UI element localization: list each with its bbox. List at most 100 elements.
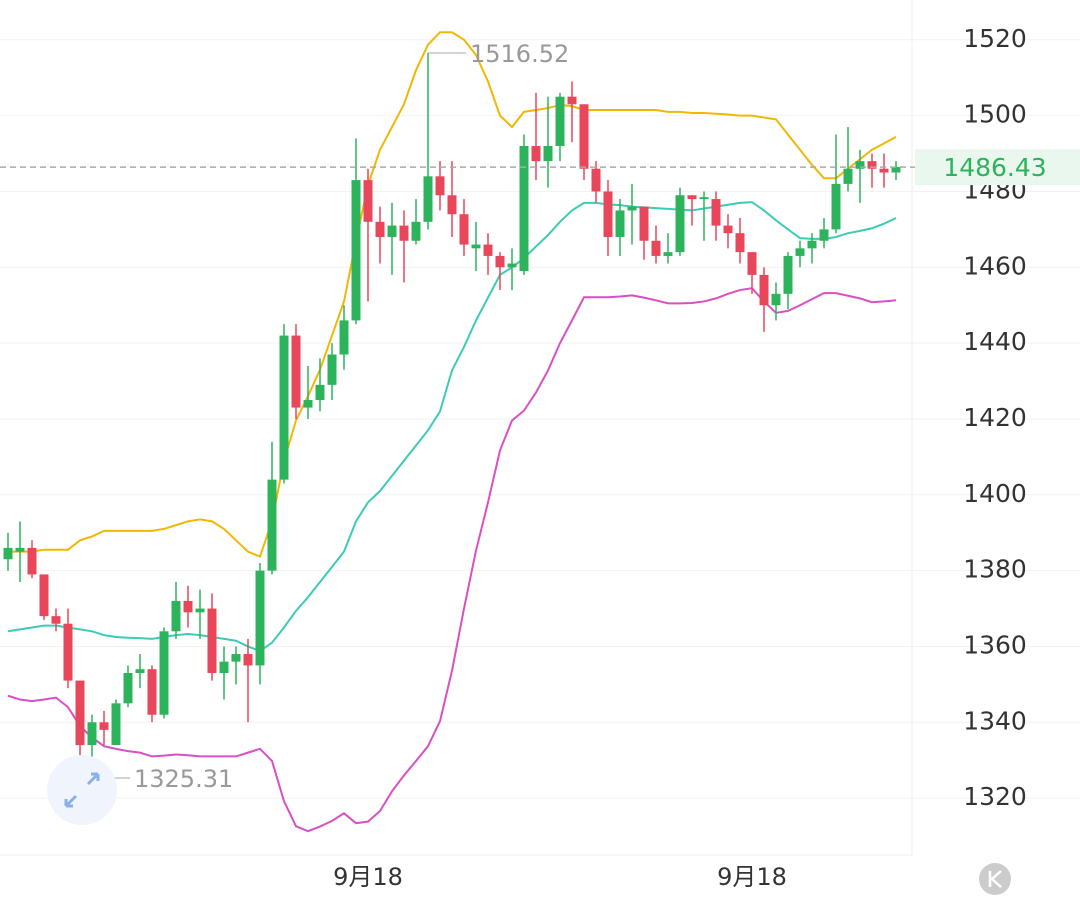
candle bbox=[747, 252, 757, 294]
candle-body bbox=[63, 623, 73, 681]
candle bbox=[783, 252, 793, 310]
candle bbox=[291, 324, 301, 419]
candle-body bbox=[663, 252, 673, 256]
candle-body bbox=[75, 680, 85, 746]
candle-body bbox=[15, 547, 25, 552]
candle bbox=[15, 521, 25, 583]
expand-button[interactable] bbox=[47, 755, 117, 825]
candle bbox=[99, 710, 109, 746]
candle bbox=[519, 134, 529, 275]
candle bbox=[183, 585, 193, 628]
last-price-box bbox=[915, 149, 1080, 186]
candle-body bbox=[183, 600, 193, 613]
candle bbox=[855, 149, 865, 203]
candle-body bbox=[579, 104, 589, 169]
y-tick-label: 1460 bbox=[963, 251, 1027, 280]
candle-body bbox=[627, 206, 637, 211]
candle bbox=[687, 195, 697, 226]
candle bbox=[447, 161, 457, 237]
candle-body bbox=[747, 252, 757, 275]
candle bbox=[375, 206, 385, 264]
candle bbox=[795, 240, 805, 268]
y-tick-label: 1500 bbox=[963, 100, 1027, 129]
candle bbox=[459, 199, 469, 256]
candle-body bbox=[159, 631, 169, 715]
candle bbox=[171, 582, 181, 639]
candle-body bbox=[771, 293, 781, 306]
candle-body bbox=[291, 335, 301, 408]
candle bbox=[675, 187, 685, 256]
candle bbox=[327, 343, 337, 401]
candle-body bbox=[471, 244, 481, 249]
candle bbox=[423, 53, 433, 230]
candle bbox=[483, 233, 493, 275]
candle-body bbox=[687, 195, 697, 200]
candle bbox=[843, 127, 853, 192]
k-button[interactable] bbox=[979, 863, 1011, 895]
candle bbox=[303, 365, 313, 419]
candle-body bbox=[207, 608, 217, 674]
band-line bbox=[8, 31, 897, 558]
candle-body bbox=[111, 703, 121, 746]
candle-body bbox=[87, 722, 97, 746]
candle bbox=[351, 138, 361, 325]
y-tick-label: 1420 bbox=[963, 403, 1027, 432]
y-tick-label: 1340 bbox=[963, 706, 1027, 735]
candle bbox=[879, 153, 889, 188]
candle-body bbox=[867, 161, 877, 169]
candle bbox=[51, 608, 61, 632]
candle bbox=[831, 134, 841, 234]
candle-body bbox=[219, 661, 229, 674]
candle-body bbox=[123, 673, 133, 704]
candle-body bbox=[615, 210, 625, 237]
candle-body bbox=[351, 180, 361, 321]
candle-body bbox=[879, 168, 889, 173]
candle-body bbox=[39, 574, 49, 617]
y-tick-label: 1360 bbox=[963, 630, 1027, 659]
candle bbox=[123, 665, 133, 708]
candle-body bbox=[591, 168, 601, 192]
candle bbox=[759, 267, 769, 332]
candle-body bbox=[735, 233, 745, 253]
candle-body bbox=[51, 616, 61, 624]
candle bbox=[531, 92, 541, 181]
candle bbox=[627, 183, 637, 245]
max-label: 1516.52 bbox=[470, 40, 569, 68]
candle bbox=[555, 92, 565, 162]
candle bbox=[867, 153, 877, 188]
x-tick-label: 9月18 bbox=[717, 863, 787, 891]
candle-body bbox=[195, 608, 205, 613]
candle-body bbox=[795, 248, 805, 256]
candle-body bbox=[783, 255, 793, 294]
candle-body bbox=[639, 206, 649, 241]
candle-body bbox=[279, 335, 289, 480]
candle-body bbox=[855, 161, 865, 169]
candle bbox=[891, 161, 901, 181]
y-tick-label: 1320 bbox=[963, 782, 1027, 811]
candle-body bbox=[435, 176, 445, 196]
candle-body bbox=[231, 654, 241, 662]
candle-body bbox=[99, 722, 109, 730]
candle bbox=[255, 563, 265, 685]
candle bbox=[3, 532, 13, 571]
candle bbox=[411, 199, 421, 245]
candle-body bbox=[495, 255, 505, 268]
candle bbox=[711, 191, 721, 241]
candle bbox=[807, 233, 817, 264]
candle-body bbox=[711, 199, 721, 226]
candle bbox=[819, 218, 829, 249]
candle-body bbox=[411, 221, 421, 241]
candle bbox=[231, 646, 241, 685]
candle bbox=[111, 699, 121, 746]
candle bbox=[75, 680, 85, 757]
candle bbox=[699, 191, 709, 241]
candle-body bbox=[339, 320, 349, 355]
candle-body bbox=[603, 191, 613, 237]
candle bbox=[651, 225, 661, 264]
y-tick-label: 1520 bbox=[963, 24, 1027, 53]
candle bbox=[639, 206, 649, 260]
candle bbox=[663, 233, 673, 264]
y-tick-label: 1380 bbox=[963, 555, 1027, 584]
candle-body bbox=[651, 240, 661, 256]
